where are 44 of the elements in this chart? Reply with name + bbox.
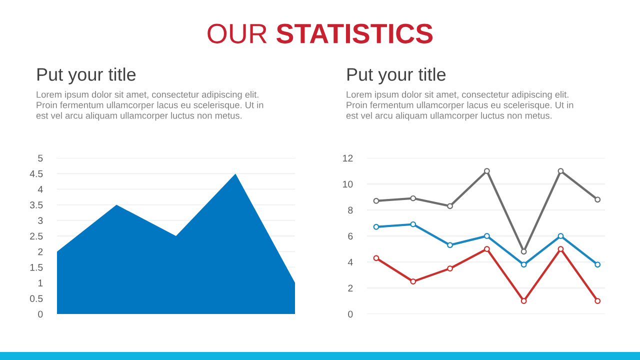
point: [410, 221, 416, 228]
point: [558, 233, 564, 239]
chart-subtitle: Lorem ipsum dolor sit amet, consectetur adipiscing elit. Proin fermentum ullamcorper lacus eu scelerisque. Ut in est vel arcu aliquam ullamcorper luctus non metus.: [36, 91, 264, 121]
y-tick-label: 2: [38, 248, 43, 256]
y-tick-label: 8: [348, 206, 353, 214]
chart-title: Put your title: [37, 68, 136, 84]
point: [447, 266, 454, 272]
y-tick-label: 4.5: [30, 170, 43, 178]
point: [410, 278, 416, 284]
point: [373, 198, 380, 204]
y-tick-label: 0: [38, 310, 43, 318]
y-tick-label: 5: [38, 154, 43, 162]
y-tick-label: 0.5: [30, 295, 43, 302]
point: [447, 242, 454, 248]
point: [520, 298, 527, 304]
y-tick-label: 3: [38, 217, 43, 224]
point: [484, 246, 490, 252]
y-tick-label: 0: [348, 310, 353, 318]
y-tick-label: 10: [343, 180, 353, 188]
point: [558, 246, 564, 252]
point: [410, 195, 416, 202]
y-tick-label: 2.5: [30, 232, 43, 240]
y-tick-label: 3.5: [30, 202, 43, 208]
y-tick-label: 4: [348, 258, 353, 266]
point: [373, 255, 380, 262]
y-tick-label: 1: [38, 280, 43, 286]
chart-subtitle: Lorem ipsum dolor sit amet, consectetur adipiscing elit. Proin fermentum ullamcorper lacus eu scelerisque. Ut in est vel arcu aliquam ullamcorper luctus non metus.: [346, 91, 574, 121]
point: [447, 203, 454, 210]
y-tick-label: 12: [343, 154, 353, 162]
y-tick-label: 1.5: [30, 264, 43, 271]
y-tick-label: 2: [348, 284, 353, 292]
point: [373, 224, 380, 230]
y-tick-label: 4: [38, 186, 43, 193]
point: [594, 196, 601, 203]
point: [520, 262, 527, 268]
point: [484, 168, 490, 174]
point: [558, 168, 564, 174]
point: [594, 298, 601, 304]
point: [520, 248, 527, 255]
chart-title: Put your title: [347, 68, 446, 84]
y-tick-label: 6: [348, 232, 353, 240]
point: [484, 233, 490, 239]
text: OUR STATISTICS: [208, 24, 433, 44]
point: [594, 262, 601, 268]
